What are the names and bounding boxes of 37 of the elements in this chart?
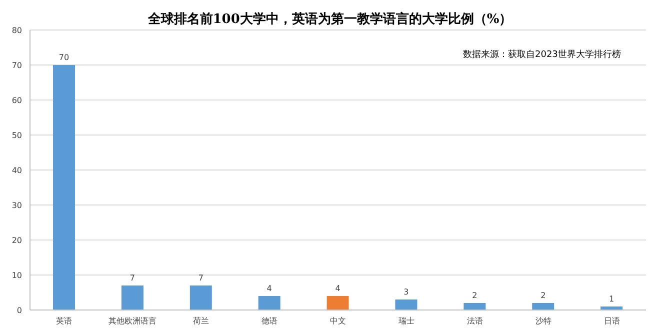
x-tick-label: 法语 [466,316,483,326]
annotation: 数据来源：获取自2023世界大学排行榜 [463,48,621,61]
x-tick-label: 德语 [262,316,278,326]
x-tick-label: 其他欧洲语言 [108,316,157,326]
chart-title: 全球排名前100大学中，英语为第一教学语言的大学比例（%） [148,12,512,27]
bar [326,296,349,310]
data-label: 2 [472,291,478,300]
data-label: 7 [198,274,204,282]
x-tick-label: 瑞士 [398,316,414,326]
x-tick-label: 沙特 [535,316,552,326]
x-tick-label: 荷兰 [193,316,210,326]
bar [395,300,418,310]
x-tick-label: 英语 [56,316,72,326]
y-tick-label: 60 [12,96,22,105]
y-tick-label: 0 [16,306,22,315]
bar [53,65,75,310]
data-label: 3 [404,288,409,296]
x-tick-label: 中文 [330,316,346,326]
data-label: 4 [335,284,340,293]
bar [258,296,280,310]
data-label: 7 [130,274,135,282]
y-tick-label: 40 [12,166,22,175]
y-tick-label: 30 [12,200,22,210]
bar [121,286,144,310]
data-label: 2 [540,291,546,300]
bar [532,303,554,310]
y-tick-label: 10 [12,270,22,280]
y-tick-label: 80 [12,26,22,35]
data-label: 70 [58,53,70,62]
y-tick-label: 70 [12,60,22,70]
data-label: 1 [609,294,614,304]
bar [464,303,486,310]
data-label: 4 [266,284,272,293]
x-tick-label: 日语 [604,316,620,326]
y-tick-label: 20 [12,236,22,245]
y-tick-label: 50 [12,130,22,140]
bar [190,286,212,310]
